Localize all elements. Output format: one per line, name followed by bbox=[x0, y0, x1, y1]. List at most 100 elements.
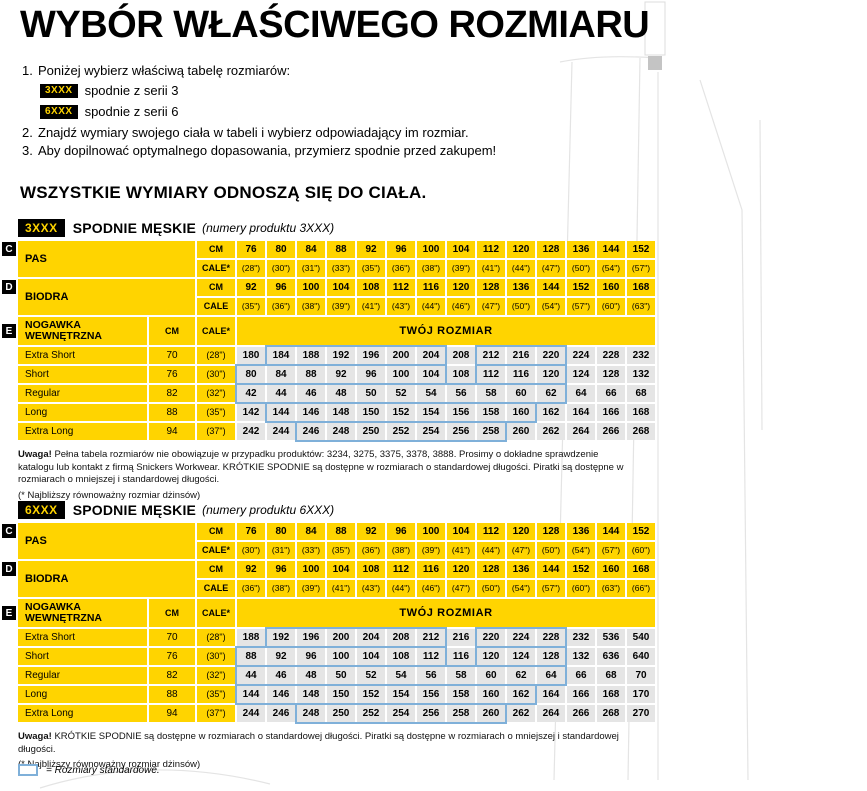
size-value: 244 bbox=[267, 423, 295, 440]
size-value: 150 bbox=[327, 686, 355, 703]
table-caption: 3XXX SPODNIE MĘSKIE (numery produktu 3XX… bbox=[18, 218, 718, 237]
unit-cm-label: CM bbox=[149, 317, 195, 345]
size-value: 636 bbox=[597, 648, 625, 665]
size-value: 192 bbox=[267, 629, 295, 646]
size-value: 188 bbox=[297, 347, 325, 364]
waist-cm-value: 144 bbox=[597, 241, 625, 258]
size-value: 62 bbox=[507, 667, 535, 684]
size-value: 152 bbox=[357, 686, 385, 703]
size-value: 68 bbox=[627, 385, 655, 402]
waist-inches-value: (36") bbox=[387, 260, 415, 277]
waist-cm-value: 100 bbox=[417, 523, 445, 540]
standard-size-swatch bbox=[18, 764, 38, 776]
waist-cm-value: 76 bbox=[237, 523, 265, 540]
waist-cm-value: 112 bbox=[477, 523, 505, 540]
waist-cm-value: 144 bbox=[597, 523, 625, 540]
size-value: 250 bbox=[357, 423, 385, 440]
size-value: 64 bbox=[537, 667, 565, 684]
hips-cm-value: 144 bbox=[537, 561, 565, 578]
waist-inches-value: (50") bbox=[537, 542, 565, 559]
hips-inches-value: (43") bbox=[387, 298, 415, 315]
size-value: 66 bbox=[567, 667, 595, 684]
waist-cm-value: 136 bbox=[567, 241, 595, 258]
series-3xxx-badge: 3XXX bbox=[40, 84, 78, 98]
size-value: 264 bbox=[567, 423, 595, 440]
note-text: KRÓTKIE SPODNIE są dostępne w rozmiarach… bbox=[18, 731, 619, 755]
hips-inches-value: (36") bbox=[267, 298, 295, 315]
size-value: 254 bbox=[387, 705, 415, 722]
leg-length-name: Long bbox=[18, 686, 147, 703]
size-value: 62 bbox=[537, 385, 565, 402]
page-title: WYBÓR WŁAŚCIWEGO ROZMIARU bbox=[20, 4, 650, 46]
hips-inches-value: (44") bbox=[417, 298, 445, 315]
hips-cm-value: 112 bbox=[387, 279, 415, 296]
size-value: 84 bbox=[267, 366, 295, 383]
size-value: 144 bbox=[267, 404, 295, 421]
waist-inches-value: (38") bbox=[387, 542, 415, 559]
size-value: 132 bbox=[567, 648, 595, 665]
size-value: 540 bbox=[627, 629, 655, 646]
instruction-step-2: 2. Znajdź wymiary swojego ciała w tabeli… bbox=[22, 124, 642, 142]
inside-leg-label: NOGAWKA WEWNĘTRZNA bbox=[18, 317, 147, 345]
waist-cm-value: 84 bbox=[297, 241, 325, 258]
size-value: 268 bbox=[627, 423, 655, 440]
size-table-3xxx: 3XXX SPODNIE MĘSKIE (numery produktu 3XX… bbox=[2, 218, 718, 502]
waist-inches-value: (38") bbox=[417, 260, 445, 277]
size-value: 46 bbox=[297, 385, 325, 402]
size-value: 120 bbox=[537, 366, 565, 383]
size-value: 166 bbox=[567, 686, 595, 703]
size-value: 108 bbox=[387, 648, 415, 665]
waist-inches-value: (36") bbox=[357, 542, 385, 559]
size-value: 148 bbox=[297, 686, 325, 703]
hips-inches-value: (50") bbox=[507, 298, 535, 315]
size-value: 208 bbox=[447, 347, 475, 364]
size-value: 258 bbox=[447, 705, 475, 722]
size-value: 220 bbox=[537, 347, 565, 364]
size-value: 164 bbox=[537, 686, 565, 703]
size-value: 50 bbox=[357, 385, 385, 402]
size-value: 100 bbox=[327, 648, 355, 665]
waist-inches-value: (50") bbox=[567, 260, 595, 277]
leg-cm-value: 94 bbox=[149, 705, 195, 722]
size-value: 208 bbox=[387, 629, 415, 646]
hips-inches-value: (63") bbox=[627, 298, 655, 315]
size-value: 170 bbox=[627, 686, 655, 703]
hips-cm-value: 160 bbox=[597, 279, 625, 296]
hips-inches-value: (57") bbox=[567, 298, 595, 315]
size-value: 124 bbox=[567, 366, 595, 383]
instruction-step-3: 3. Aby dopilnować optymalnego dopasowani… bbox=[22, 142, 642, 160]
size-value: 228 bbox=[597, 347, 625, 364]
size-value: 256 bbox=[447, 423, 475, 440]
hips-cm-value: 100 bbox=[297, 561, 325, 578]
hips-cm-value: 112 bbox=[387, 561, 415, 578]
waist-inches-value: (35") bbox=[357, 260, 385, 277]
hips-inches-value: (57") bbox=[537, 580, 565, 597]
hips-inches-value: (41") bbox=[327, 580, 355, 597]
waist-row-label: PAS bbox=[18, 241, 195, 277]
unit-inches-label: CALE bbox=[197, 298, 235, 315]
standard-sizes-legend: = Rozmiary standardowe. bbox=[18, 764, 160, 776]
size-value: 158 bbox=[477, 404, 505, 421]
size-value: 100 bbox=[387, 366, 415, 383]
hips-inches-value: (46") bbox=[417, 580, 445, 597]
hips-cm-value: 136 bbox=[507, 279, 535, 296]
size-value: 248 bbox=[327, 423, 355, 440]
hips-cm-value: 116 bbox=[417, 279, 445, 296]
your-size-header: TWÓJ ROZMIAR bbox=[237, 599, 655, 627]
size-value: 112 bbox=[477, 366, 505, 383]
table-title: SPODNIE MĘSKIE bbox=[72, 219, 197, 236]
unit-inches-label: CALE* bbox=[197, 599, 235, 627]
series-option-3xxx: 3XXX spodnie z serii 3 bbox=[40, 82, 642, 100]
table-footnote: (* Najbliższy równoważny rozmiar dżinsów… bbox=[18, 489, 201, 501]
leg-cm-value: 76 bbox=[149, 648, 195, 665]
waist-row-label: PAS bbox=[18, 523, 195, 559]
size-value: 160 bbox=[507, 404, 535, 421]
size-value: 60 bbox=[477, 667, 505, 684]
size-value: 70 bbox=[627, 667, 655, 684]
waist-cm-value: 88 bbox=[327, 523, 355, 540]
size-value: 156 bbox=[417, 686, 445, 703]
hips-cm-value: 160 bbox=[597, 561, 625, 578]
leg-length-name: Extra Long bbox=[18, 423, 147, 440]
table-footnote: (* Najbliższy równoważny rozmiar dżinsów… bbox=[18, 759, 201, 770]
